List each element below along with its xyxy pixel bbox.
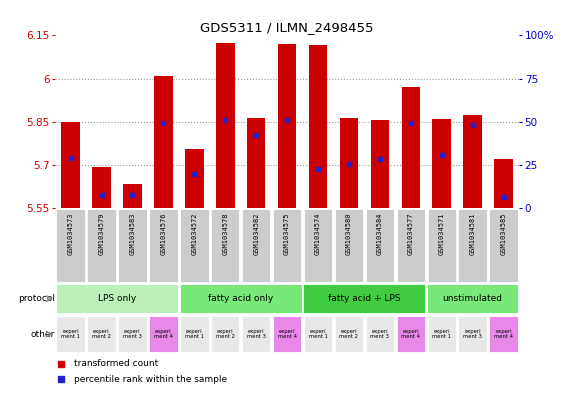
Title: GDS5311 / ILMN_2498455: GDS5311 / ILMN_2498455 bbox=[200, 21, 374, 34]
Bar bbox=[118, 316, 147, 352]
Bar bbox=[149, 316, 177, 352]
Text: percentile rank within the sample: percentile rank within the sample bbox=[74, 375, 227, 384]
Text: GSM1034585: GSM1034585 bbox=[501, 213, 507, 255]
Text: GSM1034581: GSM1034581 bbox=[470, 213, 476, 255]
Text: GSM1034583: GSM1034583 bbox=[129, 213, 136, 255]
Bar bbox=[401, 87, 420, 208]
Text: GSM1034576: GSM1034576 bbox=[160, 213, 166, 255]
Bar bbox=[123, 184, 142, 208]
Bar bbox=[397, 316, 425, 352]
Bar bbox=[304, 209, 332, 282]
Text: experi
ment 1: experi ment 1 bbox=[309, 329, 328, 340]
Bar bbox=[490, 316, 518, 352]
Bar bbox=[87, 316, 116, 352]
Text: experi
ment 3: experi ment 3 bbox=[246, 329, 266, 340]
Bar bbox=[365, 209, 394, 282]
Bar bbox=[490, 209, 518, 282]
Bar bbox=[247, 118, 266, 208]
Bar bbox=[56, 316, 85, 352]
Text: experi
ment 2: experi ment 2 bbox=[92, 329, 111, 340]
Text: fatty acid + LPS: fatty acid + LPS bbox=[328, 294, 401, 303]
Bar bbox=[397, 209, 425, 282]
Text: GSM1034579: GSM1034579 bbox=[99, 213, 104, 255]
Bar bbox=[211, 316, 240, 352]
Bar bbox=[216, 42, 234, 208]
Bar bbox=[463, 115, 482, 208]
Bar bbox=[56, 209, 85, 282]
Bar bbox=[149, 209, 177, 282]
Text: GSM1034575: GSM1034575 bbox=[284, 213, 290, 255]
Text: experi
ment 1: experi ment 1 bbox=[61, 329, 80, 340]
Text: GSM1034582: GSM1034582 bbox=[253, 213, 259, 255]
Bar bbox=[56, 284, 178, 313]
Text: GSM1034571: GSM1034571 bbox=[438, 213, 445, 255]
Text: LPS only: LPS only bbox=[98, 294, 136, 303]
Text: GSM1034572: GSM1034572 bbox=[191, 213, 197, 255]
Bar bbox=[458, 209, 487, 282]
Text: experi
ment 3: experi ment 3 bbox=[371, 329, 389, 340]
Text: GSM1034573: GSM1034573 bbox=[67, 213, 74, 255]
Text: experi
ment 1: experi ment 1 bbox=[185, 329, 204, 340]
Text: experi
ment 1: experi ment 1 bbox=[432, 329, 451, 340]
Bar bbox=[180, 316, 209, 352]
Text: unstimulated: unstimulated bbox=[443, 294, 503, 303]
Text: other: other bbox=[31, 330, 55, 338]
Bar bbox=[211, 209, 240, 282]
Bar bbox=[427, 316, 456, 352]
Bar bbox=[242, 316, 270, 352]
Text: experi
ment 4: experi ment 4 bbox=[154, 329, 173, 340]
Text: experi
ment 4: experi ment 4 bbox=[494, 329, 513, 340]
Text: GSM1034584: GSM1034584 bbox=[377, 213, 383, 255]
Bar bbox=[309, 46, 327, 208]
Bar bbox=[303, 284, 425, 313]
Bar bbox=[458, 316, 487, 352]
Text: experi
ment 4: experi ment 4 bbox=[401, 329, 420, 340]
Bar bbox=[494, 159, 513, 208]
Bar bbox=[427, 284, 518, 313]
Bar bbox=[371, 120, 389, 208]
Bar bbox=[87, 209, 116, 282]
Bar bbox=[427, 209, 456, 282]
Bar bbox=[185, 149, 204, 208]
Text: transformed count: transformed count bbox=[74, 359, 158, 368]
Bar bbox=[273, 316, 302, 352]
Bar bbox=[273, 209, 302, 282]
Bar bbox=[180, 284, 302, 313]
Bar bbox=[154, 76, 173, 208]
Bar bbox=[433, 119, 451, 208]
Bar bbox=[340, 118, 358, 208]
Bar bbox=[61, 122, 80, 208]
Text: experi
ment 2: experi ment 2 bbox=[339, 329, 358, 340]
Text: fatty acid only: fatty acid only bbox=[208, 294, 273, 303]
Bar bbox=[304, 316, 332, 352]
Text: experi
ment 3: experi ment 3 bbox=[463, 329, 482, 340]
Bar bbox=[118, 209, 147, 282]
Text: GSM1034577: GSM1034577 bbox=[408, 213, 414, 255]
Bar bbox=[180, 209, 209, 282]
Text: GSM1034574: GSM1034574 bbox=[315, 213, 321, 255]
Text: protocol: protocol bbox=[18, 294, 55, 303]
Bar bbox=[365, 316, 394, 352]
Text: experi
ment 2: experi ment 2 bbox=[216, 329, 235, 340]
Text: experi
ment 3: experi ment 3 bbox=[123, 329, 142, 340]
Bar bbox=[242, 209, 270, 282]
Text: experi
ment 4: experi ment 4 bbox=[278, 329, 296, 340]
Bar bbox=[92, 167, 111, 208]
Text: GSM1034578: GSM1034578 bbox=[222, 213, 229, 255]
Bar bbox=[335, 316, 363, 352]
Bar bbox=[335, 209, 363, 282]
Text: GSM1034580: GSM1034580 bbox=[346, 213, 352, 255]
Bar bbox=[278, 44, 296, 208]
